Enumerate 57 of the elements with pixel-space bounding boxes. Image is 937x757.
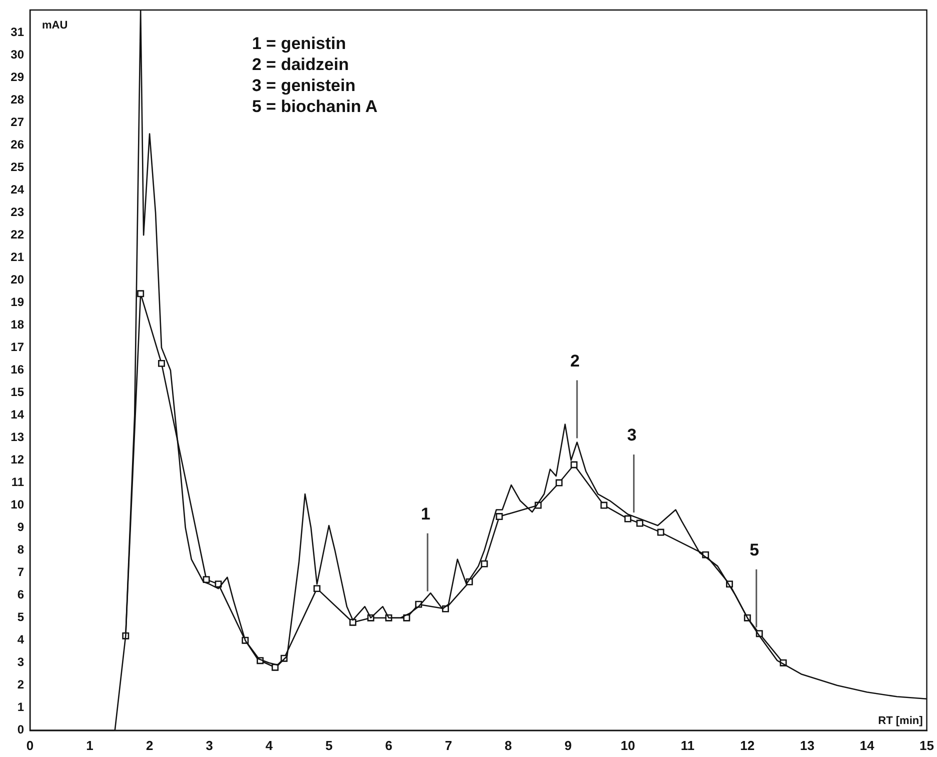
y-tick-label: 10 [10,498,24,512]
y-tick-label: 7 [17,565,24,580]
y-tick-label: 2 [17,678,24,692]
x-tick-label: 6 [385,738,392,753]
y-tick-label: 28 [10,92,24,106]
x-tick-label: 8 [504,738,512,753]
y-tick-label: 8 [17,542,24,557]
annotation: 2 = daidzein [252,55,349,74]
y-tick-label: 13 [10,430,24,444]
x-tick-label: 15 [920,738,934,753]
x-tick-label: 7 [444,738,452,753]
x-tick-label: 2 [146,738,154,753]
x-tick-label: 13 [800,738,814,753]
y-tick-label: 15 [10,385,24,400]
y-tick-label: 17 [10,340,24,354]
annotation: 3 = genistein [252,76,356,96]
x-tick-label: 1 [86,738,94,753]
y-tick-label: 29 [10,70,24,84]
y-tick-label: 5 [17,610,24,624]
x-tick-label: 14 [860,738,875,753]
y-tick-label: 23 [10,204,24,219]
y-tick-label: 0 [17,722,24,737]
y-tick-label: 27 [10,114,24,129]
annotation: 5 = biochanin A [252,97,378,116]
y-tick-label: 30 [10,47,24,62]
x-tick-label: 10 [620,738,636,753]
annotation: 5 [750,540,760,560]
annotation: 2 [570,351,580,370]
y-tick-label: 3 [17,655,24,670]
y-tick-label: 9 [17,520,24,534]
x-tick-label: 5 [325,738,333,753]
x-axis-title: RT [min] [878,714,924,727]
annotation: 1 [420,504,430,524]
y-tick-label: 20 [10,272,24,286]
y-tick-label: 31 [10,24,24,39]
y-tick-label: 25 [10,160,24,174]
y-tick-label: 14 [10,408,24,422]
y-tick-label: 12 [10,452,24,467]
y-tick-label: 16 [10,362,24,377]
y-tick-label: 1 [17,700,24,714]
x-tick-label: 3 [206,738,213,753]
y-tick-label: 22 [10,227,24,242]
y-axis-title: mAU [42,20,68,32]
y-tick-label: 19 [10,294,24,309]
y-tick-label: 24 [10,182,24,196]
x-tick-label: 9 [564,738,572,753]
annotation: 3 [627,426,637,445]
annotation: 1 = genistin [252,34,346,54]
y-tick-label: 21 [10,250,24,264]
y-tick-label: 18 [10,317,24,332]
y-tick-label: 4 [17,632,24,647]
y-tick-label: 11 [11,475,24,490]
y-tick-label: 26 [10,137,24,152]
x-tick-label: 12 [740,738,755,753]
y-tick-label: 6 [17,588,24,602]
x-tick-label: 4 [266,738,274,753]
x-tick-label: 11 [680,738,695,753]
